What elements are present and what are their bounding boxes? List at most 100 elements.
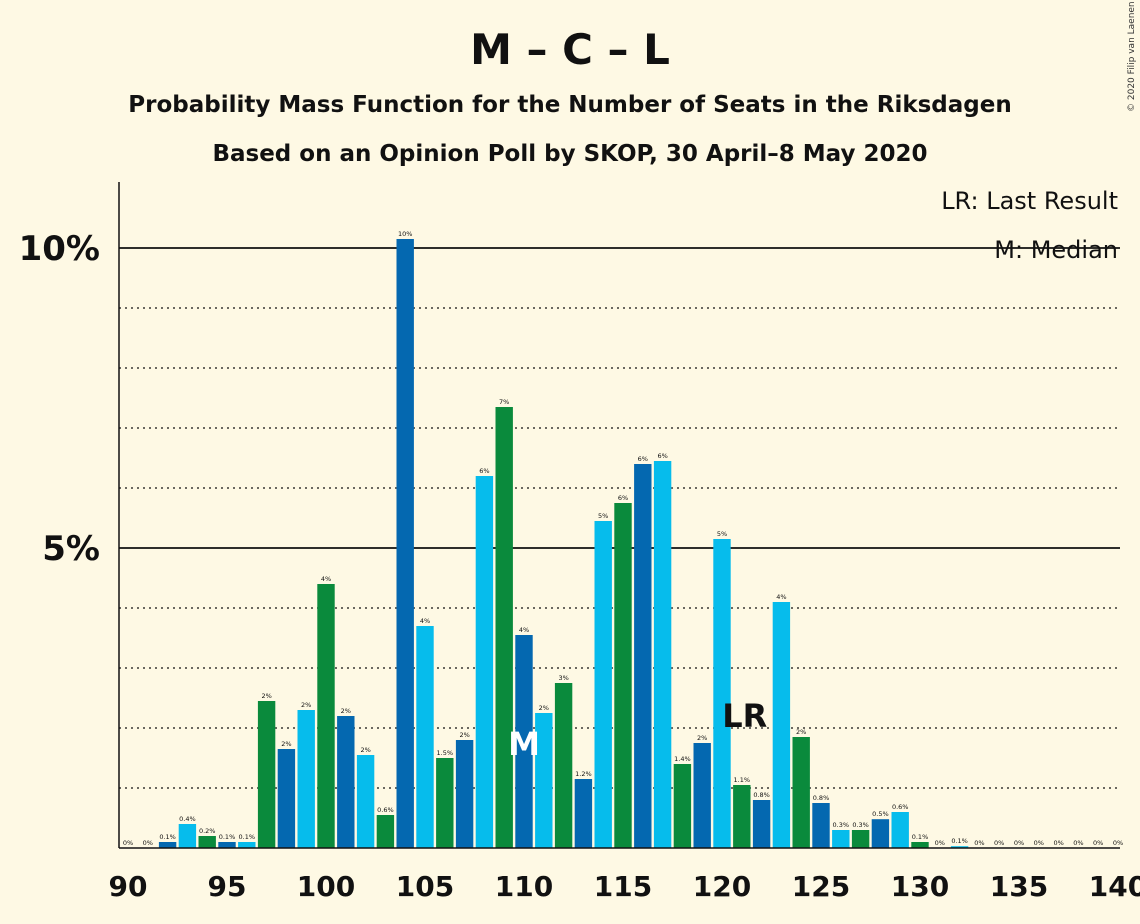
bar-value-label: 6% (638, 455, 648, 463)
bar-value-label: 0.8% (813, 794, 830, 802)
bar-value-label: 2% (281, 740, 291, 748)
bar-seat-125 (812, 803, 830, 848)
bar-value-label: 0% (1014, 839, 1024, 847)
bar-value-label: 1.4% (674, 755, 691, 763)
bar-seat-96 (238, 842, 256, 848)
gridlines (119, 247, 1120, 789)
bar-seat-123 (772, 602, 791, 848)
bar-value-label: 7% (499, 398, 509, 406)
bar-value-label: 0.4% (179, 815, 196, 823)
bar-value-label: 6% (618, 494, 628, 502)
bar-seat-104 (396, 239, 414, 848)
bar-value-label: 10% (398, 230, 412, 238)
bar-value-label: 2% (697, 734, 707, 742)
x-tick-label: 100 (297, 870, 355, 903)
bar-seat-92 (158, 842, 177, 848)
bar-seat-95 (218, 842, 236, 848)
chart-title: M – C – L (470, 25, 670, 74)
bar-seat-98 (277, 749, 296, 848)
x-tick-label: 90 (109, 870, 148, 903)
bar-value-label: 0% (1113, 839, 1123, 847)
bar-seat-117 (653, 461, 672, 848)
bar-seat-108 (475, 476, 494, 848)
legend-median: M: Median (994, 236, 1118, 264)
y-tick-label: 5% (42, 529, 100, 569)
bar-value-label: 1.2% (575, 770, 592, 778)
bar-seat-109 (495, 407, 513, 848)
bar-seat-115 (614, 503, 632, 848)
bar-value-label: 4% (321, 575, 331, 583)
x-tick-label: 95 (208, 870, 247, 903)
bar-value-label: 1.5% (437, 749, 454, 757)
bar-value-label: 0.1% (239, 833, 256, 841)
bar-value-label: 0% (1053, 839, 1063, 847)
last-result-marker: LR (722, 697, 767, 735)
x-tick-label: 105 (396, 870, 454, 903)
bar-value-label: 4% (420, 617, 430, 625)
bar-seat-118 (673, 764, 692, 848)
bar-seat-116 (634, 464, 652, 848)
bar-value-label: 0% (994, 839, 1004, 847)
bar-value-label: 0% (143, 839, 153, 847)
bar-value-label: 2% (360, 746, 370, 754)
bar-value-label: 0% (1073, 839, 1083, 847)
bar-seat-107 (455, 740, 474, 848)
bar-value-label: 0% (935, 839, 945, 847)
bar-value-label: 2% (261, 692, 271, 700)
bar-value-label: 2% (459, 731, 469, 739)
bar-seat-110 (515, 635, 533, 848)
x-tick-label: 115 (594, 870, 652, 903)
x-tick-label: 140 (1089, 870, 1140, 903)
bar-value-label: 0.1% (219, 833, 236, 841)
bar-value-label: 0.1% (951, 837, 968, 845)
bar-value-label: 2% (341, 707, 351, 715)
x-tick-label: 120 (693, 870, 751, 903)
bar-seat-114 (594, 521, 612, 848)
bar-value-label: 0.1% (912, 833, 929, 841)
bar-value-label: 0.3% (833, 821, 850, 829)
x-ticks-group: 90 95 100 105 110 115 120 125 130 135 140 (109, 870, 1140, 903)
bar-value-label: 0.5% (872, 810, 889, 818)
bar-seat-129 (891, 812, 909, 848)
bar-value-label: 0.1% (159, 833, 176, 841)
bar-seat-119 (693, 743, 711, 848)
bar-value-label: 2% (539, 704, 549, 712)
bar-value-label: 3% (558, 674, 568, 682)
bar-value-label: 5% (598, 512, 608, 520)
x-tick-label: 125 (792, 870, 850, 903)
bar-value-label: 0% (1034, 839, 1044, 847)
bar-value-label: 0.8% (753, 791, 770, 799)
bar-seat-97 (257, 701, 276, 848)
bar-value-label: 2% (301, 701, 311, 709)
bar-seat-100 (317, 584, 335, 848)
bar-seat-128 (871, 819, 890, 848)
chart-subtitle: Probability Mass Function for the Number… (128, 92, 1011, 118)
bar-seat-132 (950, 846, 969, 848)
bar-seat-93 (178, 824, 197, 848)
median-marker: M (508, 725, 540, 763)
bar-seat-112 (554, 683, 573, 848)
bar-seat-101 (337, 716, 355, 848)
bar-value-label: 6% (479, 467, 489, 475)
bar-seat-113 (574, 779, 593, 848)
bars-group (158, 239, 969, 848)
bar-labels-group: 0% 0%0.1%0.4%0.2%0.1% 0.1%2%2%2%4%2%2%0.6%… (123, 230, 1123, 847)
bar-value-label: 0.2% (199, 827, 216, 835)
bar-seat-120 (713, 539, 731, 848)
bar-seat-103 (376, 815, 395, 848)
bar-value-label: 5% (717, 530, 727, 538)
bar-value-label: 0.3% (852, 821, 869, 829)
bar-value-label: 0.6% (377, 806, 394, 814)
copyright-credit: © 2020 Filip van Laenen (1127, 1, 1137, 112)
x-tick-label: 110 (495, 870, 553, 903)
bar-value-label: 2% (796, 728, 806, 736)
bar-seat-124 (792, 737, 810, 848)
y-tick-label: 10% (19, 229, 100, 269)
y-ticks-group: 5% 10% (19, 229, 100, 569)
bar-value-label: 0% (123, 839, 133, 847)
legend-last-result: LR: Last Result (941, 187, 1118, 215)
x-tick-label: 130 (891, 870, 949, 903)
bar-value-label: 4% (776, 593, 786, 601)
bar-seat-111 (535, 713, 553, 848)
